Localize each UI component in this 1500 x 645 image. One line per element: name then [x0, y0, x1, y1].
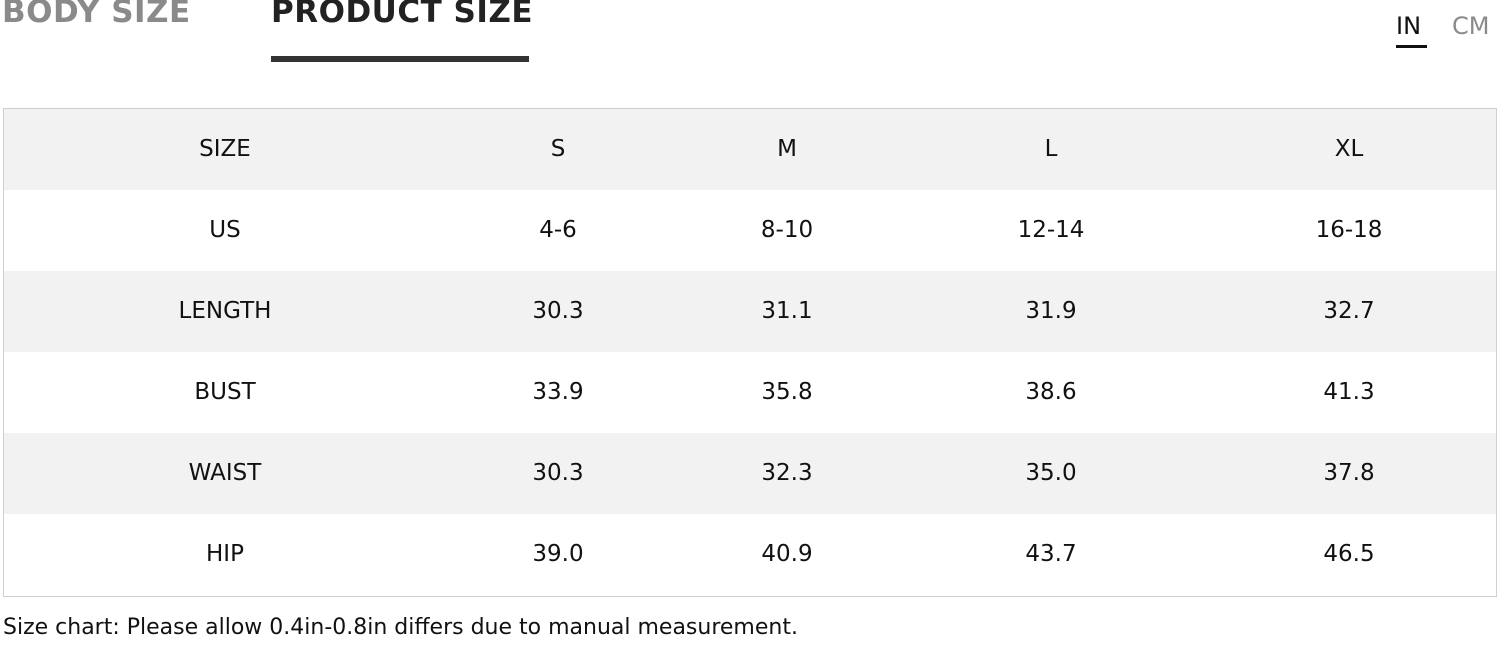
table-row: LENGTH 30.3 31.1 31.9 32.7	[4, 271, 1496, 352]
header-row: SIZE S M L XL	[4, 109, 1496, 190]
table-cell: 30.3	[532, 460, 584, 486]
table-cell: 30.3	[532, 298, 584, 324]
product-size-tab[interactable]: PRODUCT SIZE	[271, 0, 534, 30]
size-table: SIZE S M L XL US 4-6 8-10 12-14 16-18 LENGTH 30.3 31…	[3, 108, 1497, 597]
table-cell: 16-18	[1315, 217, 1383, 243]
table-cell: XL	[1334, 136, 1364, 162]
table-cell: WAIST	[188, 460, 262, 486]
table-cell: 37.8	[1323, 460, 1375, 486]
table-cell: 8-10	[760, 217, 814, 243]
table-cell: 40.9	[761, 541, 813, 567]
body-size-tab[interactable]: BODY SIZE	[2, 0, 191, 30]
table-cell: 12-14	[1017, 217, 1085, 243]
table-cell: SIZE	[199, 136, 251, 162]
table-cell: 46.5	[1323, 541, 1375, 567]
table-cell: L	[1044, 136, 1058, 162]
table-cell: 38.6	[1025, 379, 1077, 405]
unit-cm[interactable]: CM	[1452, 12, 1490, 40]
table-cell: HIP	[206, 541, 244, 567]
table-cell: S	[550, 136, 566, 162]
table-cell: 35.0	[1025, 460, 1077, 486]
table-cell: 31.9	[1025, 298, 1077, 324]
table-cell: 39.0	[532, 541, 584, 567]
table-row: BUST 33.9 35.8 38.6 41.3	[4, 352, 1496, 433]
table-cell: 43.7	[1025, 541, 1077, 567]
table-cell: M	[777, 136, 797, 162]
table-cell: 32.7	[1323, 298, 1375, 324]
table-cell: 35.8	[761, 379, 813, 405]
active-unit-indicator	[1396, 45, 1427, 48]
table-row: US 4-6 8-10 12-14 16-18	[4, 190, 1496, 271]
table-row: HIP 39.0 40.9 43.7 46.5	[4, 514, 1496, 595]
active-tab-indicator	[271, 56, 529, 62]
table-cell: 33.9	[532, 379, 584, 405]
table-cell: 32.3	[761, 460, 813, 486]
unit-in[interactable]: IN	[1396, 12, 1422, 40]
table-cell: US	[209, 217, 241, 243]
table-cell: BUST	[194, 379, 256, 405]
table-cell: LENGTH	[178, 298, 272, 324]
table-row: WAIST 30.3 32.3 35.0 37.8	[4, 433, 1496, 514]
footnote: Size chart: Please allow 0.4in-0.8in dif…	[3, 615, 798, 640]
table-cell: 31.1	[761, 298, 813, 324]
table-cell: 41.3	[1323, 379, 1375, 405]
table-cell: 4-6	[539, 217, 577, 243]
